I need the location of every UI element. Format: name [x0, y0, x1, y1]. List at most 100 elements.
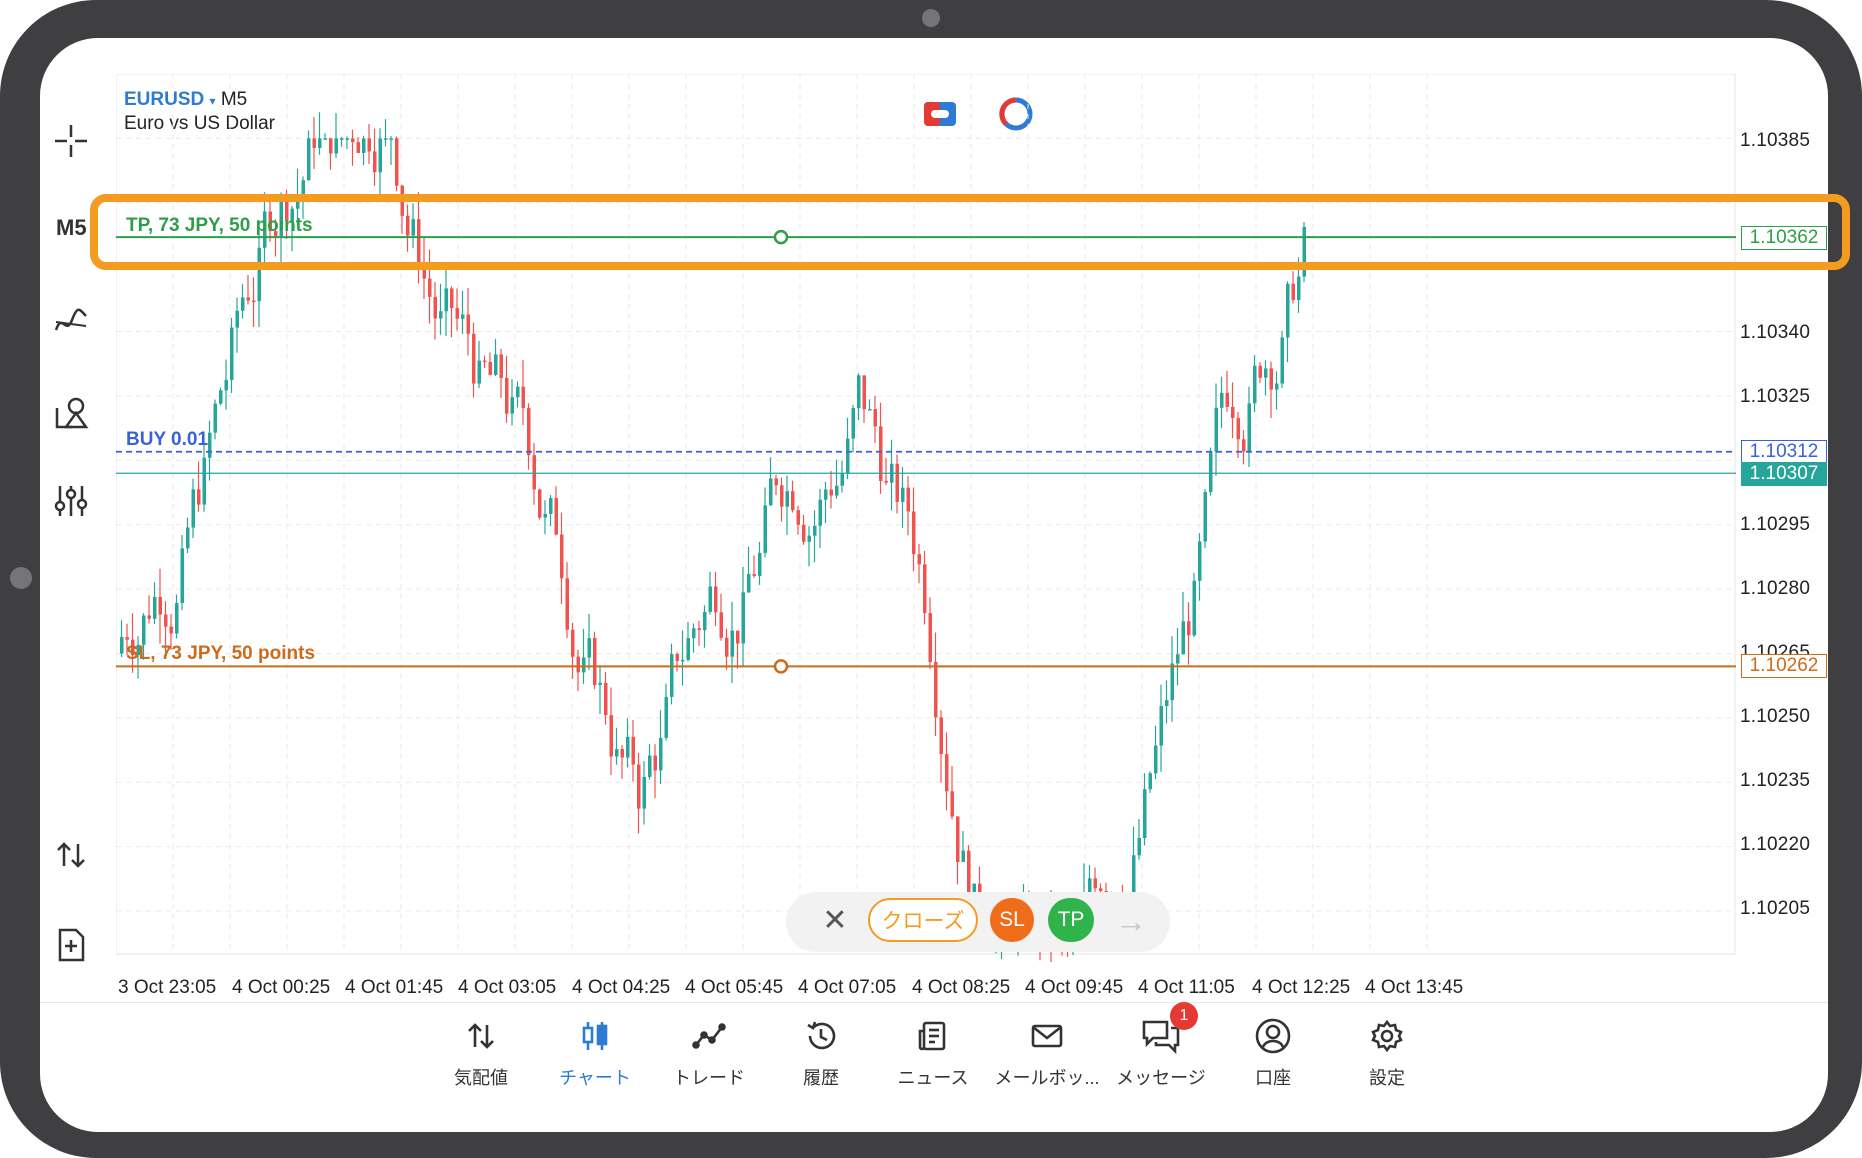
candle-body	[769, 478, 773, 506]
candle-body	[395, 138, 399, 186]
symbol-selector[interactable]: EURUSD ▾ M5	[124, 89, 247, 111]
candle-body	[202, 457, 206, 505]
candle-body	[131, 639, 135, 656]
candle-body	[791, 491, 795, 511]
candle-body	[1236, 418, 1240, 440]
tp-button[interactable]: TP	[1048, 898, 1094, 942]
candle-body	[329, 138, 333, 154]
nav-account[interactable]: 口座	[1218, 1016, 1328, 1090]
nav-chart[interactable]: チャート	[540, 1016, 650, 1090]
candle-body	[818, 499, 822, 526]
candle-body	[268, 211, 272, 232]
candle-body	[719, 612, 723, 638]
candle-body	[780, 485, 784, 507]
one-click-trade-icon[interactable]	[48, 832, 94, 878]
candle-body	[488, 361, 492, 375]
nav-label: 設定	[1369, 1068, 1405, 1088]
nav-label: ニュース	[897, 1068, 969, 1088]
close-position-button[interactable]: クローズ	[868, 898, 978, 942]
candle-body	[1176, 654, 1180, 664]
nav-news[interactable]: ニュース	[878, 1016, 988, 1090]
price-axis-label: 1.10220	[1740, 834, 1811, 855]
candle-body	[714, 586, 718, 613]
candle-body	[219, 390, 223, 404]
candle-body	[318, 138, 322, 148]
symbol-name[interactable]: EURUSD	[124, 89, 205, 110]
candle-body	[576, 656, 580, 673]
candle-body	[703, 611, 707, 631]
candle-body	[1302, 226, 1306, 277]
buy-line-label: BUY 0.01	[126, 429, 209, 450]
candle-body	[235, 310, 239, 328]
arrow-right-icon[interactable]: →	[1115, 903, 1147, 939]
candle-body	[1291, 283, 1295, 300]
nav-mailbox[interactable]: メールボッ...	[992, 1016, 1102, 1090]
new-order-icon[interactable]	[48, 922, 94, 968]
nav-trade[interactable]: トレード	[654, 1016, 764, 1090]
candle-body	[686, 638, 690, 660]
candle-body	[653, 755, 657, 771]
close-icon[interactable]: ✕	[822, 904, 848, 937]
symbol-description: Euro vs US Dollar	[124, 113, 275, 134]
candle-body	[499, 354, 503, 378]
candle-body	[208, 432, 212, 458]
candle-body	[923, 564, 927, 614]
candle-body	[1264, 368, 1268, 378]
nav-messages[interactable]: メッセージ	[1106, 1016, 1216, 1090]
candle-body	[626, 736, 630, 758]
candle-body	[323, 138, 327, 140]
sl-price-tag[interactable]: 1.10262	[1741, 654, 1827, 678]
market-clock-icon[interactable]	[998, 96, 1034, 132]
candle-body	[1297, 276, 1301, 300]
candle-body	[362, 138, 366, 153]
candle-body	[895, 463, 899, 502]
candle-body	[1165, 700, 1169, 707]
candle-body	[1088, 878, 1092, 894]
candle-body	[1154, 745, 1158, 774]
candle-body	[582, 657, 586, 673]
candle-body	[384, 138, 388, 140]
price-axis-label: 1.10385	[1740, 130, 1811, 151]
nav-history[interactable]: 履歴	[766, 1016, 876, 1090]
candle-body	[505, 377, 509, 414]
candle-body	[263, 211, 267, 248]
crosshair-icon[interactable]	[48, 118, 94, 164]
candle-body	[785, 491, 789, 507]
candle-body	[455, 308, 459, 319]
candle-body	[466, 314, 470, 334]
candle-body	[609, 715, 613, 757]
candle-body	[1170, 663, 1174, 701]
candle-body	[351, 138, 355, 143]
candle-body	[428, 278, 432, 297]
candle-body	[1148, 773, 1152, 790]
candle-body	[884, 480, 888, 483]
candle-body	[1143, 789, 1147, 839]
time-axis-label: 4 Oct 12:25	[1252, 977, 1351, 998]
time-axis-label: 4 Oct 01:45	[345, 977, 444, 998]
nav-quotes[interactable]: 気配値	[426, 1016, 536, 1090]
candle-body	[1280, 337, 1284, 384]
symbol-caret-icon[interactable]: ▾	[209, 94, 216, 108]
nav-settings[interactable]: 設定	[1332, 1016, 1442, 1090]
candle-body	[939, 717, 943, 755]
settings-sliders-icon[interactable]	[48, 478, 94, 524]
candle-body	[730, 630, 734, 657]
tp-line-label: TP, 73 JPY, 50 points	[126, 215, 313, 236]
candle-body	[301, 180, 305, 195]
camera-dot	[922, 9, 940, 27]
candle-body	[230, 327, 234, 380]
time-axis-label: 3 Oct 23:05	[118, 977, 217, 998]
indicators-icon[interactable]	[48, 298, 94, 344]
plot-border	[116, 74, 1736, 955]
sl-button[interactable]: SL	[990, 898, 1034, 942]
tp-price-tag[interactable]: 1.10362	[1741, 226, 1827, 250]
candle-body	[1093, 878, 1097, 889]
candle-body	[1269, 368, 1273, 390]
candle-body	[758, 552, 762, 576]
candle-body	[708, 586, 712, 612]
timeframe-button[interactable]: M5	[56, 215, 86, 240]
objects-icon[interactable]	[48, 390, 94, 436]
trade-levels-icon[interactable]	[922, 96, 958, 132]
candle-body	[175, 603, 179, 634]
time-axis-label: 4 Oct 13:45	[1365, 977, 1464, 998]
